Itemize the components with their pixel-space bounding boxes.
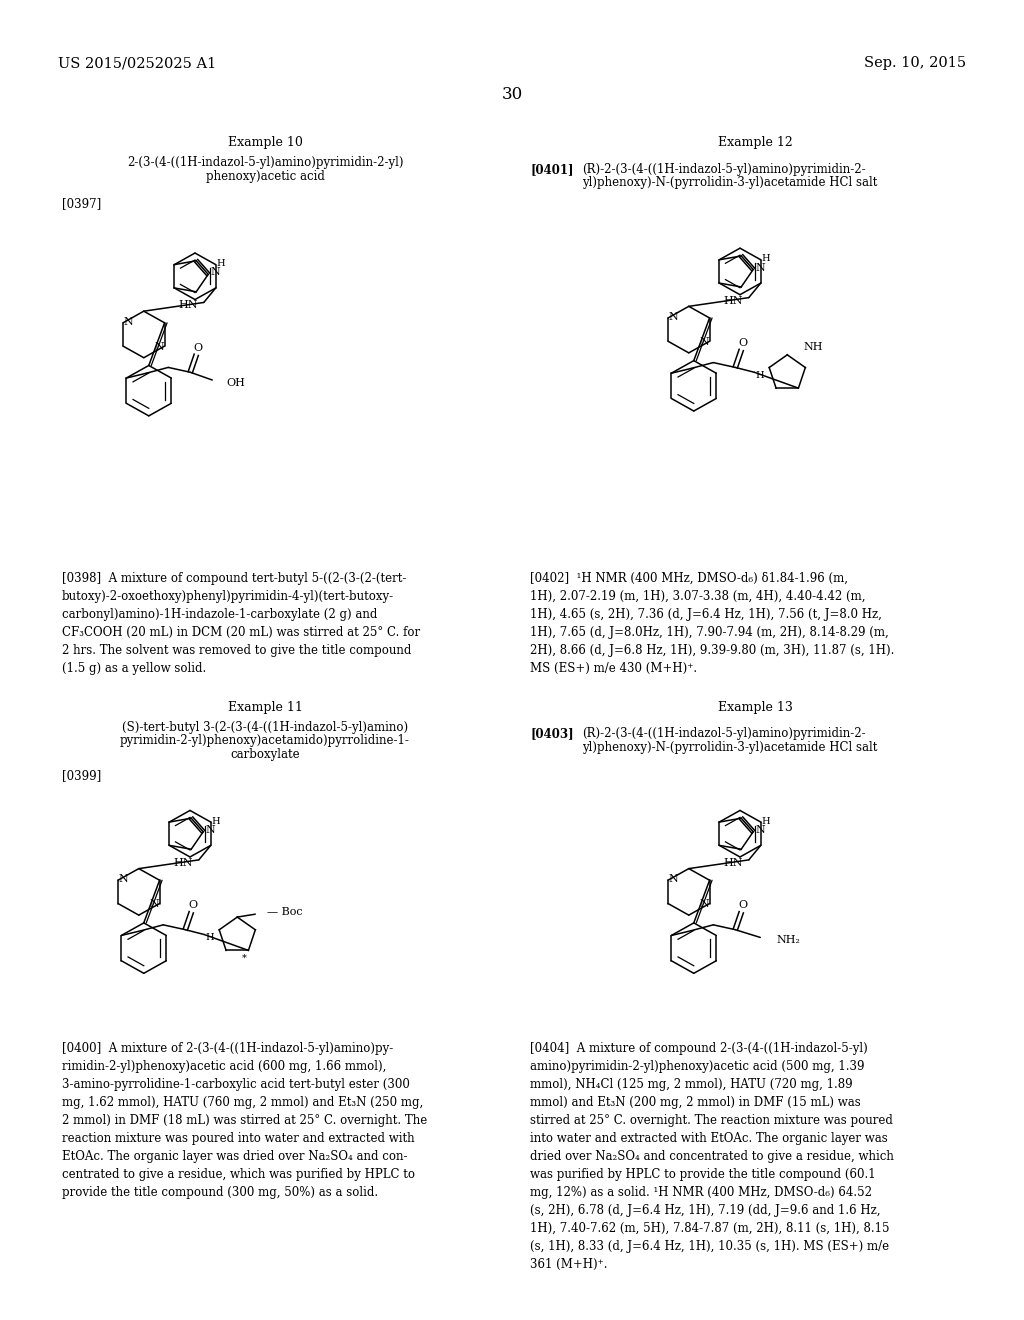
Text: N: N <box>155 342 165 352</box>
Text: Sep. 10, 2015: Sep. 10, 2015 <box>864 55 966 70</box>
Text: N: N <box>210 268 220 277</box>
Text: US 2015/0252025 A1: US 2015/0252025 A1 <box>58 55 216 70</box>
Text: Example 11: Example 11 <box>227 701 302 714</box>
Text: [0400]  A mixture of 2-(3-(4-((1H-indazol-5-yl)amino)py-
rimidin-2-yl)phenoxy)ac: [0400] A mixture of 2-(3-(4-((1H-indazol… <box>62 1041 427 1199</box>
Text: N: N <box>756 263 765 272</box>
Text: [0397]: [0397] <box>62 197 101 210</box>
Text: [0403]: [0403] <box>530 727 573 741</box>
Text: H: H <box>762 817 770 825</box>
Text: N: N <box>699 899 710 909</box>
Text: — Boc: — Boc <box>267 907 303 917</box>
Text: 2-(3-(4-((1H-indazol-5-yl)amino)pyrimidin-2-yl): 2-(3-(4-((1H-indazol-5-yl)amino)pyrimidi… <box>127 156 403 169</box>
Text: HN: HN <box>723 296 742 305</box>
Text: H: H <box>762 255 770 263</box>
Text: 30: 30 <box>502 86 522 103</box>
Text: phenoxy)acetic acid: phenoxy)acetic acid <box>206 170 325 183</box>
Text: [0399]: [0399] <box>62 770 101 781</box>
Text: O: O <box>194 343 203 352</box>
Text: H: H <box>205 933 214 942</box>
Text: carboxylate: carboxylate <box>230 747 300 760</box>
Text: HN: HN <box>173 858 193 867</box>
Text: O: O <box>738 900 748 911</box>
Text: NH: NH <box>803 342 822 352</box>
Text: yl)phenoxy)-N-(pyrrolidin-3-yl)acetamide HCl salt: yl)phenoxy)-N-(pyrrolidin-3-yl)acetamide… <box>582 177 878 190</box>
Text: (R)-2-(3-(4-((1H-indazol-5-yl)amino)pyrimidin-2-: (R)-2-(3-(4-((1H-indazol-5-yl)amino)pyri… <box>582 162 865 176</box>
Text: Example 12: Example 12 <box>718 136 793 149</box>
Text: [0404]  A mixture of compound 2-(3-(4-((1H-indazol-5-yl)
amino)pyrimidin-2-yl)ph: [0404] A mixture of compound 2-(3-(4-((1… <box>530 1041 894 1271</box>
Text: (R)-2-(3-(4-((1H-indazol-5-yl)amino)pyrimidin-2-: (R)-2-(3-(4-((1H-indazol-5-yl)amino)pyri… <box>582 727 865 741</box>
Text: H: H <box>212 817 220 825</box>
Text: pyrimidin-2-yl)phenoxy)acetamido)pyrrolidine-1-: pyrimidin-2-yl)phenoxy)acetamido)pyrroli… <box>120 734 410 747</box>
Text: HN: HN <box>178 301 198 310</box>
Text: OH: OH <box>226 378 245 388</box>
Text: N: N <box>668 874 678 884</box>
Text: H: H <box>217 259 225 268</box>
Text: N: N <box>118 874 128 884</box>
Text: (S)-tert-butyl 3-(2-(3-(4-((1H-indazol-5-yl)amino): (S)-tert-butyl 3-(2-(3-(4-((1H-indazol-5… <box>122 721 408 734</box>
Text: Example 13: Example 13 <box>718 701 793 714</box>
Text: N: N <box>756 825 765 834</box>
Text: N: N <box>699 337 710 347</box>
Text: N: N <box>668 312 678 322</box>
Text: N: N <box>123 317 133 327</box>
Text: N: N <box>150 899 160 909</box>
Text: O: O <box>188 900 198 911</box>
Text: N: N <box>206 825 215 834</box>
Text: NH₂: NH₂ <box>776 936 800 945</box>
Text: yl)phenoxy)-N-(pyrrolidin-3-yl)acetamide HCl salt: yl)phenoxy)-N-(pyrrolidin-3-yl)acetamide… <box>582 741 878 754</box>
Text: [0402]  ¹H NMR (400 MHz, DMSO-d₆) δ1.84-1.96 (m,
1H), 2.07-2.19 (m, 1H), 3.07-3.: [0402] ¹H NMR (400 MHz, DMSO-d₆) δ1.84-1… <box>530 572 894 675</box>
Text: HN: HN <box>723 858 742 867</box>
Text: O: O <box>738 338 748 348</box>
Text: *: * <box>242 953 247 962</box>
Text: [0401]: [0401] <box>530 162 573 176</box>
Text: H: H <box>755 371 764 380</box>
Text: Example 10: Example 10 <box>227 136 302 149</box>
Text: [0398]  A mixture of compound tert-butyl 5-((2-(3-(2-(tert-
butoxy)-2-oxoethoxy): [0398] A mixture of compound tert-butyl … <box>62 572 420 675</box>
